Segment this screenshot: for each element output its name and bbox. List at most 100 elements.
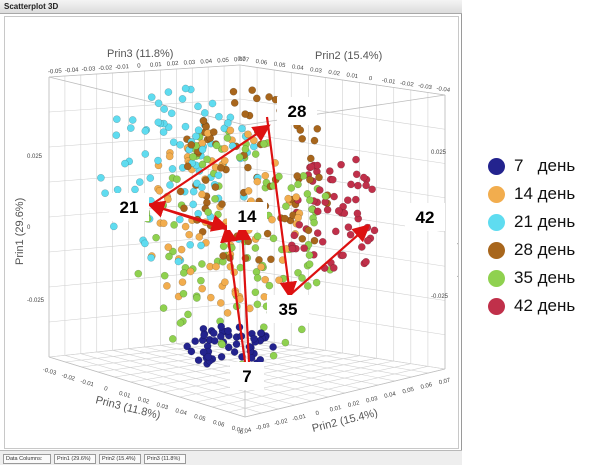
data-point	[176, 319, 185, 327]
data-point	[221, 278, 229, 287]
data-point	[296, 126, 305, 134]
data-point	[346, 230, 355, 239]
data-point	[303, 282, 312, 290]
legend-item[interactable]: 7 день	[488, 152, 605, 180]
data-point	[166, 181, 174, 189]
data-point	[187, 347, 196, 356]
data-point	[321, 192, 330, 200]
trajectory-arrow	[289, 224, 371, 296]
status-prin1[interactable]: Prin1 (29.6%)	[54, 454, 96, 464]
tick-label-bottom-right: 0.02	[347, 400, 360, 409]
data-point	[127, 124, 135, 132]
legend-item[interactable]: 42 день	[488, 292, 605, 320]
data-point	[175, 215, 184, 224]
axis-label-prin2-bottom: Prin2 (15.4%)	[311, 407, 379, 435]
data-point	[192, 294, 201, 302]
data-point	[212, 262, 220, 271]
data-point	[113, 185, 122, 194]
legend-item[interactable]: 14 день	[488, 180, 605, 208]
data-point	[194, 356, 203, 365]
data-point	[261, 171, 270, 180]
data-point	[312, 278, 321, 287]
data-point	[163, 282, 171, 290]
data-point	[251, 288, 260, 297]
data-point	[230, 99, 239, 107]
legend: 7 день 14 день 21 день 28 день 35 день 42 ден…	[488, 152, 605, 320]
data-point	[238, 124, 246, 133]
data-point	[121, 159, 129, 168]
axis-label-prin2-top: Prin2 (15.4%)	[315, 50, 382, 62]
data-point	[135, 178, 144, 186]
grid-line	[224, 338, 429, 374]
annotation-box	[227, 202, 267, 230]
tick-label-top-right: 0.02	[328, 70, 341, 78]
data-point	[310, 218, 318, 227]
data-point	[154, 118, 163, 127]
data-point	[154, 156, 162, 165]
data-point	[147, 253, 155, 262]
data-point	[164, 88, 173, 96]
grid-line	[239, 268, 446, 301]
scatterplot-3d[interactable]: -0.05 -0.04 -0.03 -0.02 -0.01 0 0.01 0.02 0.03 0.…	[5, 17, 459, 449]
data-point	[176, 187, 185, 196]
data-point	[197, 241, 205, 250]
data-point	[298, 234, 307, 243]
data-point	[298, 135, 307, 143]
data-point	[110, 222, 118, 231]
legend-item[interactable]: 21 день	[488, 208, 605, 236]
data-point	[325, 167, 334, 175]
status-prin2[interactable]: Prin2 (15.4%)	[99, 454, 141, 464]
scatterplot-window: Scatterplot 3D -0.05 -0.04 -0.03 -0.02 -0.01…	[0, 0, 462, 465]
legend-item[interactable]: 28 день	[488, 236, 605, 264]
data-point	[179, 269, 188, 277]
trajectory-arrow	[233, 222, 252, 363]
legend-item[interactable]: 35 день	[488, 264, 605, 292]
data-point	[310, 136, 319, 145]
data-point	[310, 236, 319, 245]
data-point	[362, 181, 370, 190]
annotation-label-day-35: 35	[279, 300, 298, 319]
data-point	[294, 268, 302, 277]
tick-label-top-left: 0.03	[183, 60, 196, 67]
tick-label-bottom-left: 0.02	[137, 397, 151, 406]
data-point	[216, 332, 225, 341]
tick-label-top-right: -0.01	[381, 78, 396, 86]
data-point	[313, 125, 322, 133]
data-point	[269, 351, 278, 360]
data-point	[329, 264, 338, 272]
legend-dot-icon	[488, 213, 505, 231]
data-point	[159, 304, 168, 312]
data-point	[253, 300, 262, 309]
status-prin3[interactable]: Prin3 (11.8%)	[144, 454, 186, 464]
plot-area[interactable]: -0.05 -0.04 -0.03 -0.02 -0.01 0 0.01 0.02 0.03 0.…	[4, 16, 459, 449]
data-point	[131, 185, 139, 194]
axis-label-prin3-top: Prin3 (11.8%)	[107, 48, 173, 60]
data-point	[200, 331, 208, 340]
legend-label: 7 день	[514, 156, 576, 175]
legend-label: 28 день	[514, 240, 576, 259]
tick-label-top-right: 0.05	[273, 62, 286, 70]
data-point	[198, 190, 206, 199]
data-point	[101, 189, 109, 197]
grid-line	[228, 366, 428, 413]
tick-label-top-left: 0.05	[217, 58, 230, 65]
tick-label-prin1-left: 0	[27, 225, 31, 231]
data-point	[248, 86, 256, 94]
tick-label-bottom-left: 0.06	[212, 420, 226, 429]
annotation-box	[277, 97, 317, 125]
tick-label-top-left: -0.02	[98, 65, 113, 72]
grid-line	[195, 360, 394, 403]
data-point	[305, 251, 314, 259]
data-point	[181, 222, 190, 231]
data-point	[141, 239, 149, 248]
data-point	[368, 185, 376, 194]
data-point	[294, 180, 302, 189]
data-point	[339, 251, 347, 260]
data-point	[259, 140, 268, 148]
data-point	[215, 112, 223, 121]
data-point	[223, 309, 232, 317]
data-point	[198, 260, 206, 268]
data-point	[281, 214, 289, 223]
data-point	[261, 275, 270, 284]
data-point	[183, 342, 191, 351]
